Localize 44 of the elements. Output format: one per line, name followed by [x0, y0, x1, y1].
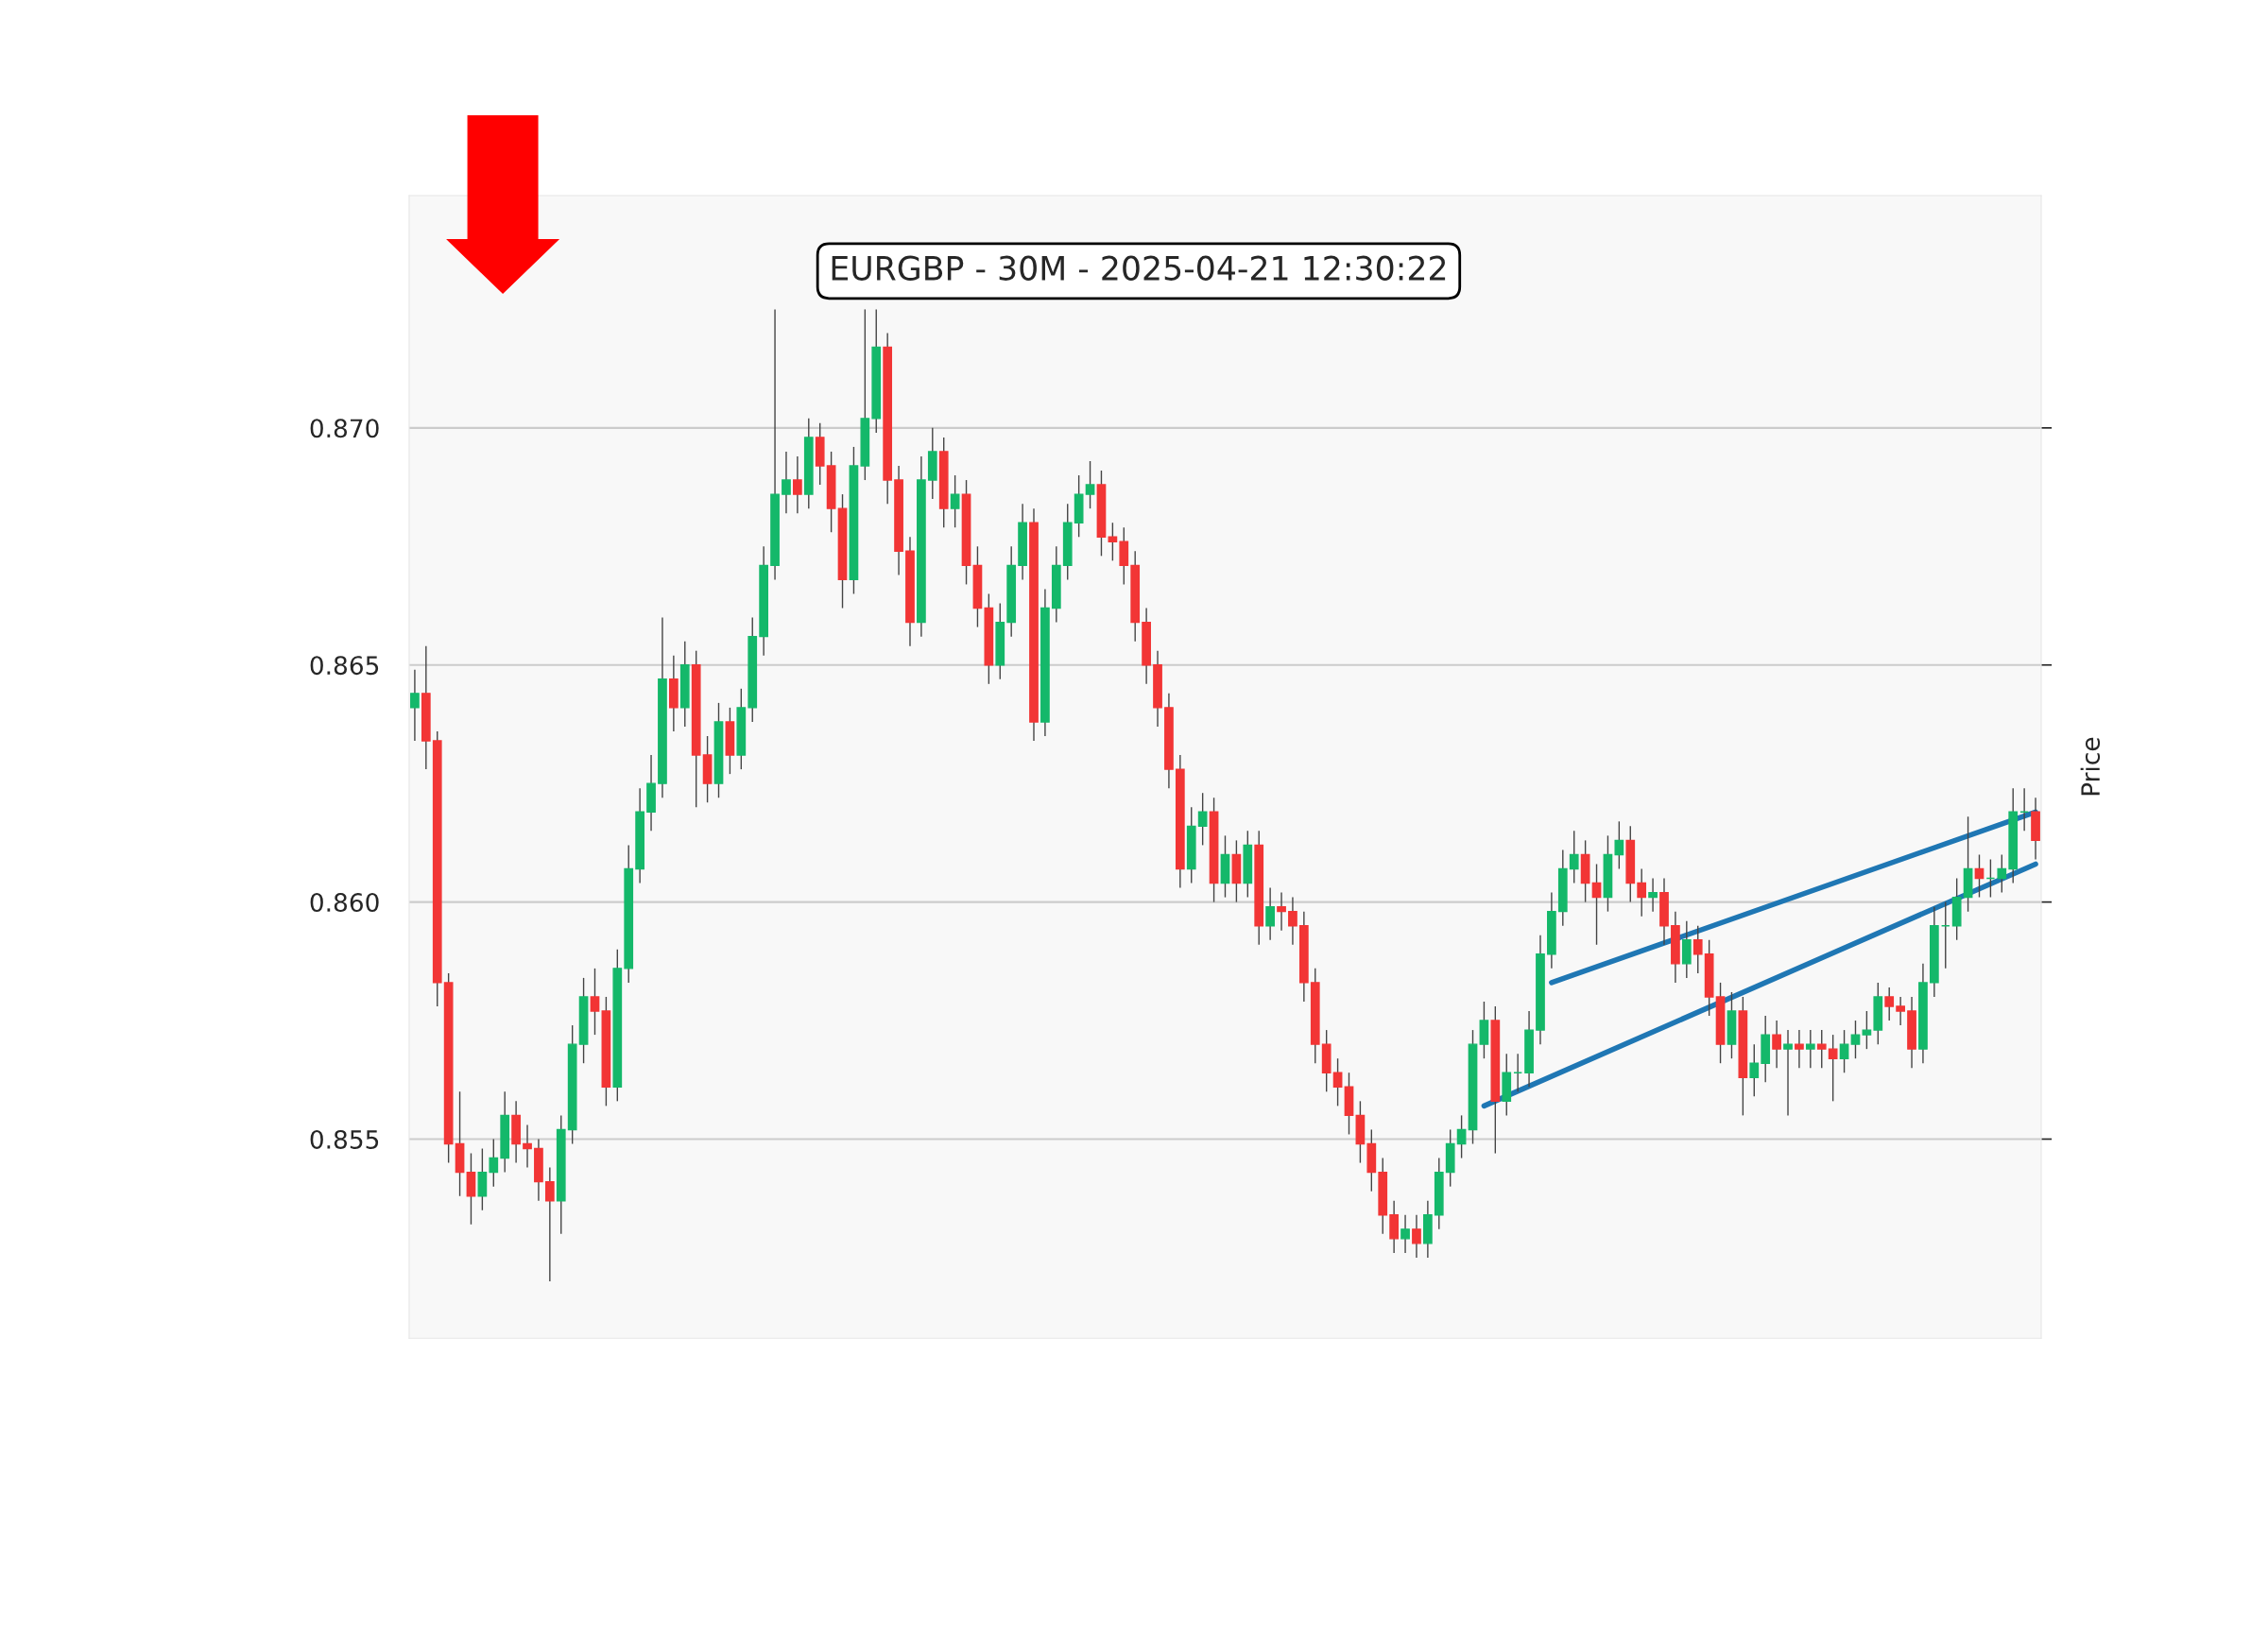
candlestick	[793, 455, 802, 514]
candlestick	[1896, 996, 1905, 1026]
candlestick	[1085, 460, 1095, 509]
candlestick	[1974, 853, 1984, 899]
y-tick-label: 0.855	[310, 1129, 379, 1149]
candlestick	[782, 451, 791, 514]
y-axis-title: Price	[2080, 737, 2101, 796]
candlestick	[1839, 1029, 1849, 1073]
candlestick	[1288, 896, 1297, 946]
candlestick	[1569, 830, 1579, 884]
candlestick	[523, 1124, 532, 1169]
candlestick	[1591, 863, 1602, 946]
candlestick	[544, 1166, 555, 1282]
candlestick	[1997, 853, 2007, 894]
y-tick-label: 0.870	[310, 419, 379, 438]
candlestick	[1850, 1020, 1861, 1059]
candlestick	[1648, 877, 1658, 913]
candlestick	[950, 474, 960, 528]
candlestick	[1772, 1020, 1781, 1069]
candlestick	[410, 669, 420, 742]
candlestick	[590, 968, 600, 1036]
candlestick	[1412, 1214, 1421, 1259]
candlestick	[489, 1138, 499, 1188]
candlestick	[1456, 1114, 1467, 1159]
candlestick	[1637, 867, 1647, 918]
candlestick	[1197, 792, 1208, 847]
candlestick	[1614, 820, 1624, 870]
y-tick-label: 0.865	[310, 656, 379, 676]
y-tick-label: 0.860	[310, 893, 379, 913]
candlestick	[1795, 1029, 1804, 1069]
candlestick	[1805, 1029, 1815, 1069]
text: EURGBP - 30M - 2025-04-21 12:30:22	[832, 255, 1446, 281]
candlestick	[1332, 1057, 1343, 1107]
candlestick	[1265, 886, 1275, 941]
candlestick	[1692, 925, 1703, 974]
candlestick	[1884, 987, 1895, 1021]
candlestick	[1816, 1029, 1827, 1069]
candlestick	[1400, 1214, 1410, 1254]
candlestick	[1277, 891, 1286, 932]
candlestick	[1783, 1029, 1793, 1117]
candlestick	[1749, 1043, 1760, 1098]
candlestick	[1108, 522, 1118, 562]
candlestick	[1828, 1034, 1838, 1103]
candlestick	[1862, 1010, 1872, 1050]
